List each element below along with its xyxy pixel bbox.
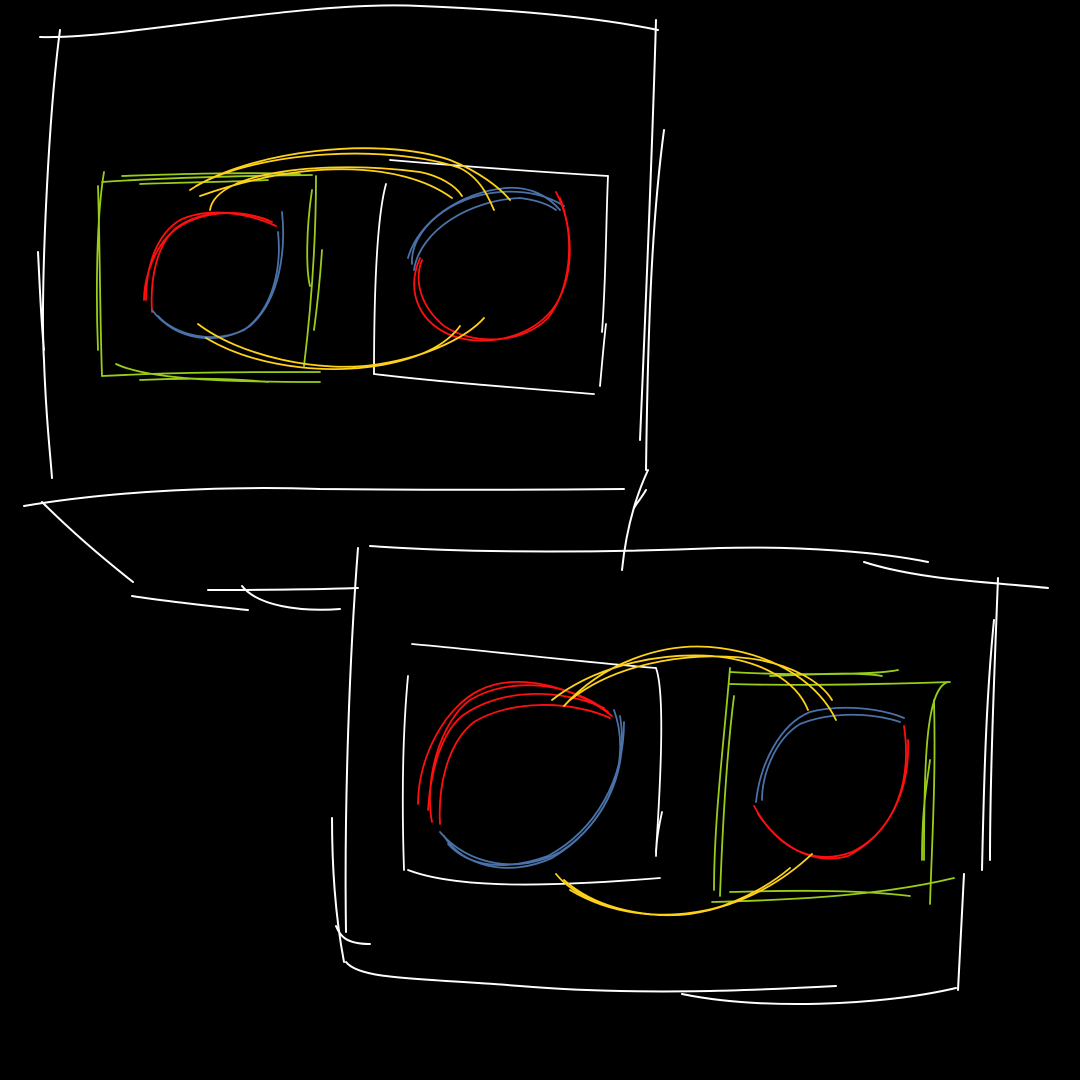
box-right: [923, 681, 949, 861]
frame-right-edge: [639, 19, 657, 441]
frame-left-edge-b: [37, 251, 45, 351]
box-right: [655, 667, 663, 853]
red-arc-b: [417, 197, 570, 341]
frame-corner: [335, 925, 371, 945]
frame-bottom-edge: [23, 487, 625, 507]
box-right-b: [599, 323, 607, 387]
red-arc: [753, 725, 907, 858]
frame-bottom-corner: [621, 469, 649, 571]
frame-bottom-edge: [345, 961, 837, 993]
red-arc-d: [438, 704, 611, 825]
blue-arc-b: [761, 713, 901, 801]
left-box-bottom-right: [401, 643, 663, 886]
box-left: [401, 675, 409, 871]
red-arc-c: [143, 212, 269, 301]
box-right-b: [306, 189, 313, 287]
box-bottom-c: [139, 377, 269, 383]
box-right-b: [929, 699, 936, 905]
connector-bottom-c: [569, 889, 731, 916]
box-bottom: [373, 373, 595, 395]
connector-bottom: [555, 853, 813, 917]
frame-left-edge: [41, 29, 61, 479]
box-bottom: [407, 869, 661, 886]
frame-bottom-corner-b: [633, 489, 647, 509]
box-top-c: [139, 179, 269, 185]
connector-bottom-b: [563, 867, 791, 916]
frame-top-edge: [369, 545, 929, 563]
panel-bottom-right: [331, 545, 1049, 1006]
connector-loop-top-left: [189, 147, 511, 371]
box-left: [713, 667, 731, 891]
shadow-bottom-3: [241, 585, 341, 611]
blue-arc: [755, 706, 905, 803]
shadow-bottom-2: [207, 587, 359, 591]
box-top-b: [769, 672, 883, 677]
outer-frame-top-left: [23, 4, 665, 611]
right-circle-top-left: [407, 186, 571, 342]
box-top: [389, 159, 609, 177]
outer-frame-bottom-right: [331, 545, 1049, 1006]
frame-right-edge-b: [645, 129, 665, 471]
panel-top-left: [23, 4, 665, 611]
connector-top-d: [199, 168, 453, 199]
left-circle-bottom-right: [417, 681, 625, 869]
shadow-diagonal: [41, 501, 134, 583]
box-right-c: [921, 759, 931, 861]
box-top-c: [729, 681, 951, 686]
box-left: [95, 171, 105, 351]
connector-bottom-b: [205, 325, 461, 371]
blue-arc: [439, 709, 622, 866]
red-arc: [417, 681, 613, 805]
box-left: [373, 183, 387, 375]
box-bottom: [101, 371, 321, 377]
frame-right-edge-b: [981, 619, 995, 871]
blue-arc-c: [413, 197, 557, 271]
red-arc-c: [427, 692, 605, 811]
frame-top-edge: [39, 4, 659, 39]
box-top: [411, 643, 657, 669]
frame-right-edge-c: [957, 873, 965, 991]
left-box-top-left: [95, 171, 323, 383]
frame-left-edge-b: [331, 817, 345, 963]
frame-top-edge-b: [863, 561, 1049, 589]
box-right: [303, 175, 317, 367]
connector-top-c: [569, 655, 833, 701]
box-left-b: [719, 695, 735, 897]
box-top-b: [121, 172, 301, 177]
frame-right-edge: [989, 577, 999, 861]
box-right-c: [313, 249, 323, 331]
red-arc: [145, 211, 277, 301]
red-arc-b: [757, 739, 909, 860]
box-bottom: [711, 877, 955, 903]
connector-top: [189, 147, 511, 201]
connector-loop-bottom-right: [551, 645, 837, 917]
shadow-bottom-1: [131, 595, 249, 611]
left-circle-top-left: [143, 211, 285, 340]
connector-bottom: [197, 317, 485, 368]
blue-arc-b: [157, 231, 280, 338]
frame-left-edge: [344, 547, 359, 933]
box-right: [601, 175, 609, 333]
connector-top: [563, 645, 837, 721]
box-right-b: [655, 811, 663, 857]
right-box-top-left: [373, 159, 609, 395]
connector-top-b: [195, 152, 495, 211]
blue-arc-c: [447, 721, 625, 866]
frame-bottom-edge-b: [681, 987, 957, 1006]
blue-arc: [151, 211, 285, 340]
right-box-bottom-right: [711, 667, 955, 905]
blue-arc-b: [407, 186, 561, 259]
blue-arc-b: [443, 715, 623, 869]
right-circle-bottom-right: [753, 706, 909, 860]
box-left-b: [97, 185, 103, 377]
box-top: [101, 174, 313, 183]
